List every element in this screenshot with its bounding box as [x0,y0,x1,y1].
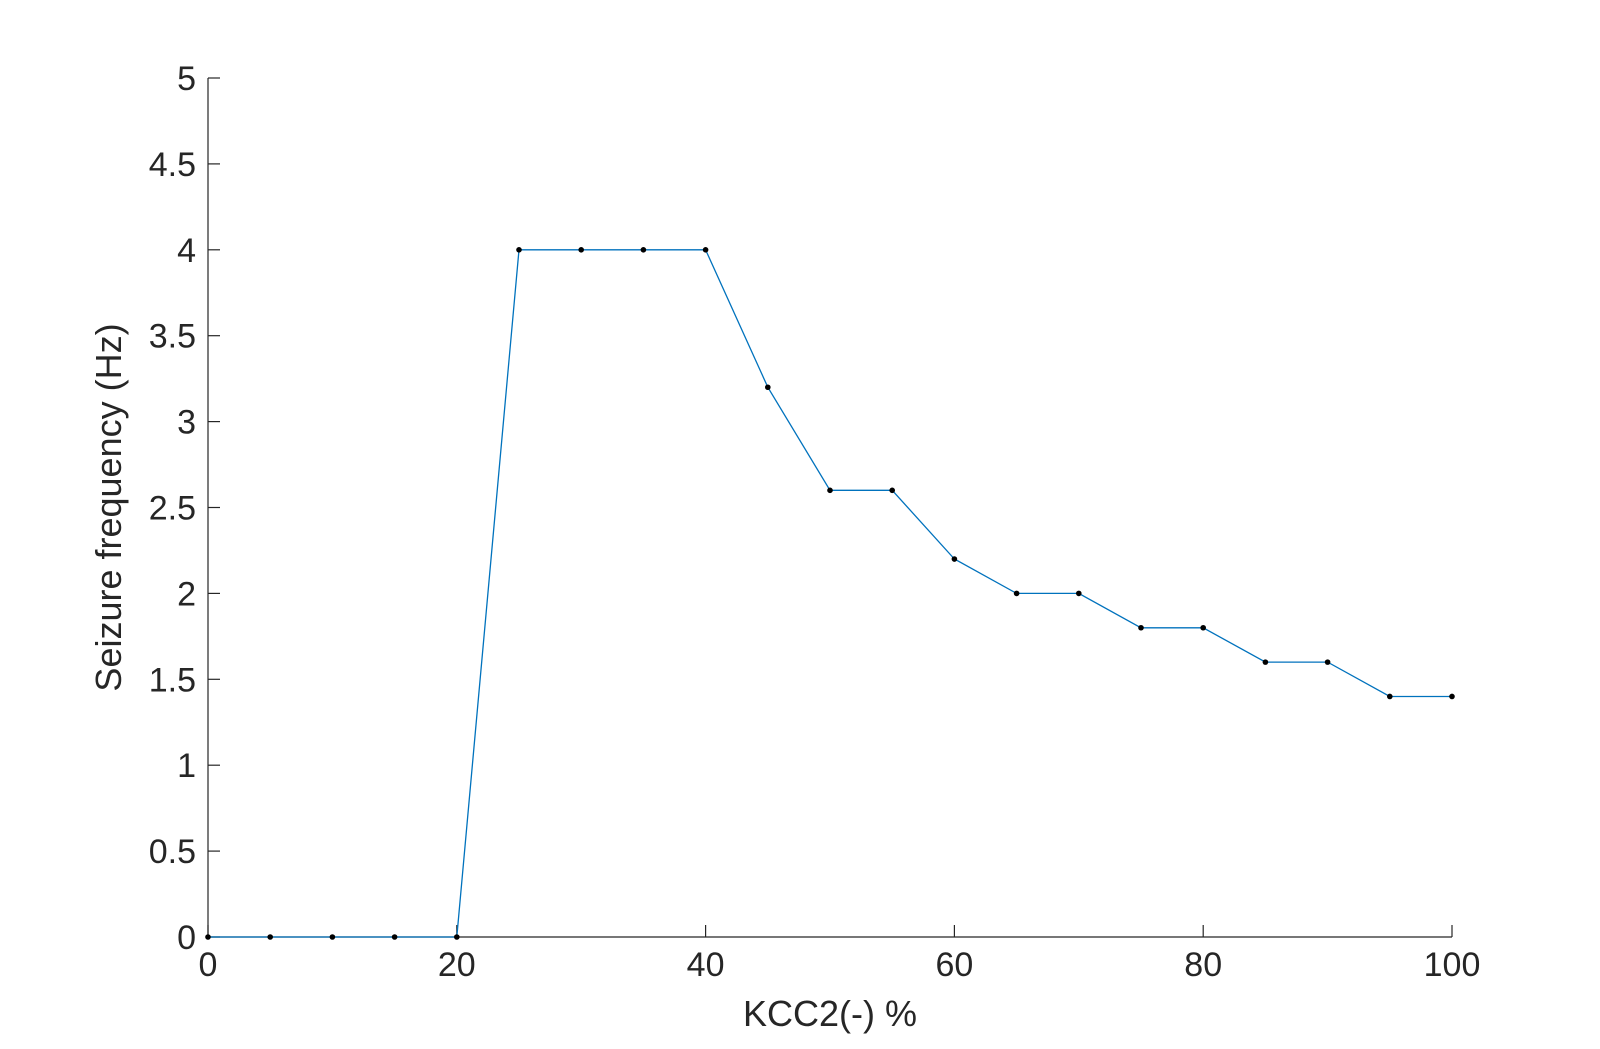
data-point [267,934,274,940]
y-tick-label: 1 [177,747,196,785]
data-point [1324,659,1331,665]
y-axis-label: Seizure frequency (Hz) [88,323,129,691]
data-point [640,247,647,253]
data-point [391,934,398,940]
data-point [827,487,833,494]
data-point [516,247,522,253]
x-axis-label: KCC2(-) % [743,993,917,1034]
data-point [1262,659,1269,665]
x-tick-label: 20 [438,946,476,984]
y-tick-label: 2 [177,575,196,613]
y-tick-label: 1.5 [149,661,196,699]
y-tick-label: 0.5 [149,833,196,871]
data-point [454,934,460,940]
data-point [702,247,709,253]
axes: 0 20 40 60 80 100 0 0.5 1 1.5 2 2.5 3 3.5 4 4.5 5 [149,60,1481,984]
x-tick-label: 80 [1184,946,1222,984]
y-tick-label: 4.5 [149,146,196,184]
data-point [578,247,584,253]
x-tick-label: 0 [199,946,218,984]
y-tick-label: 4 [177,232,196,270]
y-tick-label: 0 [177,919,196,957]
y-tick-label: 3.5 [149,318,196,356]
data-point [1387,693,1393,700]
data-point [1449,693,1455,700]
data-point [951,556,958,562]
plot-area [205,247,1455,940]
axis-labels: KCC2(-) % Seizure frequency (Hz) [88,323,917,1034]
data-point [1200,624,1206,631]
y-tick-label: 5 [177,60,196,98]
x-tick-label: 60 [935,946,973,984]
data-point [889,487,895,494]
data-point [765,384,771,391]
data-point [1138,624,1144,631]
data-point [1076,590,1082,597]
data-point [329,934,336,940]
data-point [1013,590,1020,597]
data-point [205,934,211,940]
y-tick-label: 3 [177,404,196,442]
x-tick-label: 40 [687,946,725,984]
y-tick-label: 2.5 [149,490,196,528]
x-tick-label: 100 [1424,946,1481,984]
